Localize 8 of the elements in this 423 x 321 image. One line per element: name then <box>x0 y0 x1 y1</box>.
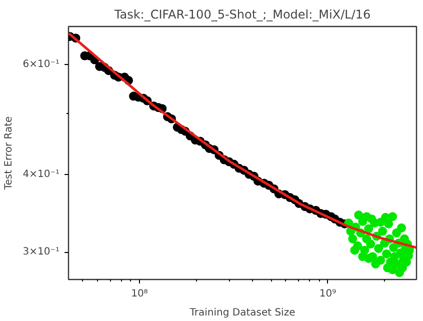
y-axis-title: Test Error Rate <box>4 116 15 191</box>
x-axis-title: Training Dataset Size <box>188 308 296 318</box>
x-tick-label: 10⁹ <box>319 288 336 300</box>
y-tick-label: 4×10⁻¹ <box>22 168 60 180</box>
y-tick-label: 3×10⁻¹ <box>22 246 60 258</box>
y-tick-label: 6×10⁻¹ <box>22 59 60 70</box>
x-tick-label: 10⁸ <box>131 288 148 300</box>
chart-title: Task:_CIFAR-100_5-Shot_;_Model:_MiX/L/16 <box>113 8 371 22</box>
